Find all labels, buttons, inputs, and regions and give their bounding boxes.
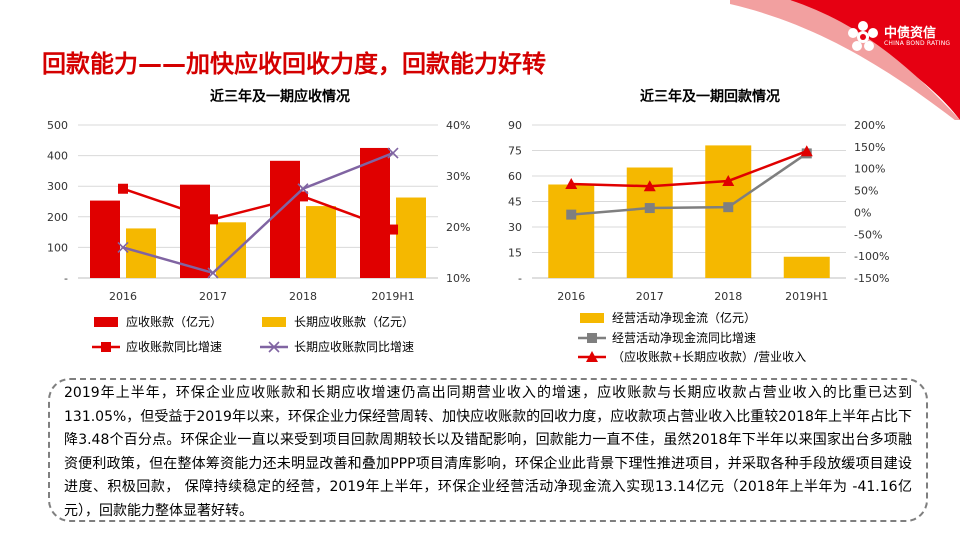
chart1-y2-tick-label: 30% <box>446 170 470 183</box>
chart2-y2-tick-label: -50% <box>854 228 882 241</box>
chart2-line-2-point <box>643 180 656 192</box>
chart2-x-tick-label: 2016 <box>557 290 585 303</box>
chart2-y-tick-label: - <box>518 272 522 285</box>
chart1-bar-1 <box>360 147 390 278</box>
logo-english-name: CHINA BOND RATING <box>884 40 951 47</box>
chart1-bar-2 <box>396 197 426 278</box>
chart2-line-1-point <box>566 209 577 220</box>
chart2-y-tick-label: 45 <box>508 196 522 209</box>
chart2-y2-tick-label: 150% <box>854 141 885 154</box>
chart-1-title: 近三年及一期应收情况 <box>210 89 350 105</box>
chart1-legend-label: 长期应收账款同比增速 <box>294 339 414 354</box>
chart2-line-2-point <box>722 174 735 186</box>
chart2-line-2-point <box>800 145 813 157</box>
chart1-y-tick-label: 300 <box>47 180 68 193</box>
chart1-line-2-point <box>387 147 399 159</box>
chart1-bar-1 <box>90 200 120 278</box>
chart1-line-2 <box>122 151 394 275</box>
chart2-line-1 <box>571 152 808 216</box>
chart1-y2-tick-label: 40% <box>446 119 470 132</box>
chart2-line-1-point <box>644 203 655 214</box>
chart1-x-tick-label: 2019H1 <box>371 290 414 303</box>
chart1-legend-marker <box>101 342 111 352</box>
chart1-line-1-point <box>208 214 218 225</box>
chart1-x-tick-label: 2016 <box>109 290 137 303</box>
chart1-legend-label: 应收账款（亿元） <box>126 314 222 329</box>
chart2-legend-swatch <box>580 313 604 323</box>
chart2-legend-label: 经营活动净现金流同比增速 <box>612 330 756 345</box>
logo-name: 中债资信 <box>884 26 937 41</box>
summary-text: 2019年上半年，环保企业应收账款和长期应收增速仍高出同期营业收入的增速，应收账… <box>64 385 912 519</box>
chart2-y-tick-label: 30 <box>508 221 522 234</box>
chart1-y-tick-label: 400 <box>47 150 68 163</box>
chart1-legend-swatch <box>262 317 286 327</box>
chart2-x-tick-label: 2019H1 <box>785 290 828 303</box>
chart2-y2-tick-label: 0% <box>854 206 871 219</box>
chart1-x-tick-label: 2017 <box>199 290 227 303</box>
chart1-line-2-point <box>117 241 129 253</box>
chart1-y-tick-label: 100 <box>47 241 68 254</box>
chart1-bar-1 <box>180 184 210 278</box>
chart1-bar-2 <box>216 222 246 278</box>
chart1-legend-marker <box>268 341 280 353</box>
chart1-line-1-point <box>388 224 398 235</box>
chart2-y-tick-label: 90 <box>508 119 522 132</box>
chart2-y2-tick-label: -100% <box>854 250 889 263</box>
chart1-line-1-point <box>298 191 308 202</box>
chart1-x-tick-label: 2018 <box>289 290 317 303</box>
chart2-bar-1 <box>548 184 595 278</box>
chart2-y2-tick-label: 50% <box>854 185 878 198</box>
chart2-y2-tick-label: -150% <box>854 272 889 285</box>
chart1-legend-swatch <box>94 317 118 327</box>
chart1-y-tick-label: 500 <box>47 119 68 132</box>
chart-2-title: 近三年及一期回款情况 <box>640 89 780 105</box>
chart2-y-tick-label: 15 <box>508 247 522 260</box>
page-title: 回款能力——加快应收回收力度，回款能力好转 <box>42 50 546 78</box>
chart2-x-tick-label: 2018 <box>714 290 742 303</box>
chart2-y-tick-label: 75 <box>508 145 522 158</box>
chart2-legend-marker <box>586 351 598 362</box>
chart2-y-tick-label: 60 <box>508 170 522 183</box>
chart2-line-2 <box>571 150 808 188</box>
chart2-line-2-point <box>565 178 578 190</box>
chart2-bar-1 <box>783 256 830 278</box>
chart2-y2-tick-label: 200% <box>854 119 885 132</box>
chart1-y-tick-label: 200 <box>47 211 68 224</box>
chart1-y-tick-label: - <box>64 272 68 285</box>
chart1-y2-tick-label: 10% <box>446 272 470 285</box>
header-decoration <box>730 0 960 120</box>
chart1-line-2-point <box>207 267 219 279</box>
collection-chart: - 15 30 45 60 75 90 -150% -100% -50% 0% 50% 100% 150%… <box>508 119 889 364</box>
chart2-y2-tick-label: 100% <box>854 163 885 176</box>
chart2-line-1-point <box>723 202 734 213</box>
chart2-legend-label: （应收账款+长期应收款）/营业收入 <box>612 349 806 364</box>
chart1-bar-2 <box>306 206 336 278</box>
chart1-bar-1 <box>270 160 300 278</box>
chart2-x-tick-label: 2017 <box>636 290 664 303</box>
flower-logo-icon <box>848 21 878 51</box>
chart1-line-1 <box>122 187 394 231</box>
chart1-line-2-point <box>297 183 309 195</box>
chart2-legend-marker <box>587 333 597 343</box>
chart1-y2-tick-label: 20% <box>446 221 470 234</box>
summary-text-box: 2019年上半年，环保企业应收账款和长期应收增速仍高出同期营业收入的增速，应收账… <box>48 378 928 522</box>
chart1-legend-label: 长期应收账款（亿元） <box>294 314 414 329</box>
chart1-line-1-point <box>118 183 128 194</box>
chart2-legend-label: 经营活动净现金流（亿元） <box>612 310 756 325</box>
chart1-legend-label: 应收账款同比增速 <box>126 339 222 354</box>
receivables-chart: - 100 200 300 400 500 10% 20% 30% 40% 2016 2017 2018… <box>47 119 470 354</box>
